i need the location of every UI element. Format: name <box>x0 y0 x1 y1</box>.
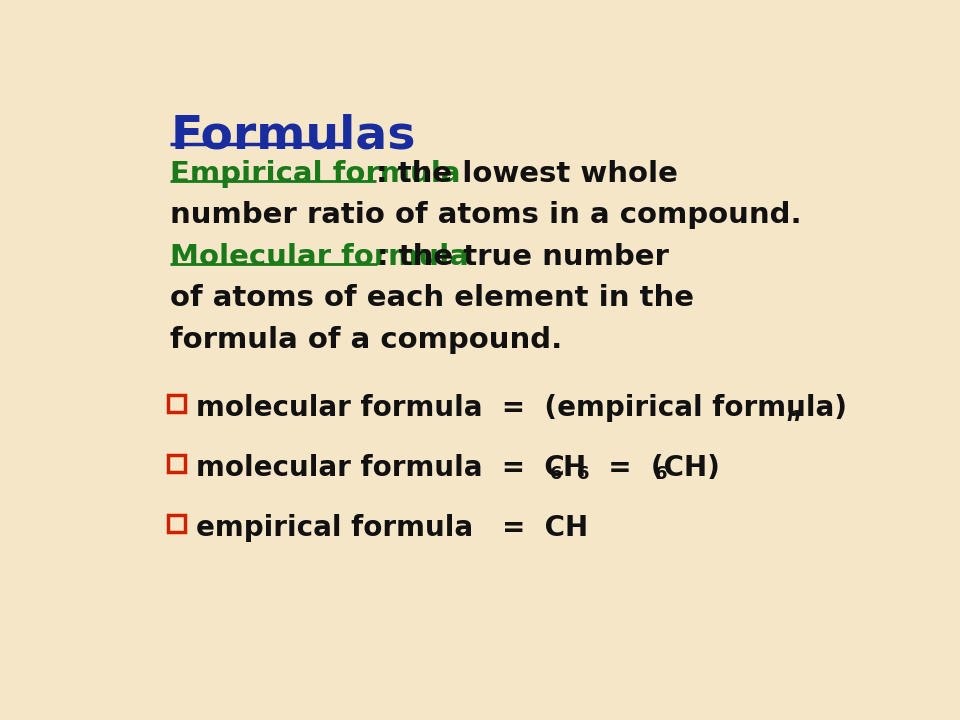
Text: 6: 6 <box>655 465 667 483</box>
Text: Empirical formula: Empirical formula <box>170 160 461 187</box>
Text: empirical formula   =  CH: empirical formula = CH <box>196 514 588 541</box>
Text: =  (CH): = (CH) <box>588 454 720 482</box>
Text: : the lowest whole: : the lowest whole <box>375 160 678 187</box>
Text: : the true number: : the true number <box>377 243 669 271</box>
Text: Formulas: Formulas <box>170 113 416 158</box>
Text: number ratio of atoms in a compound.: number ratio of atoms in a compound. <box>170 201 802 229</box>
Text: Molecular formula: Molecular formula <box>170 243 469 271</box>
Text: molecular formula  =  (empirical formula): molecular formula = (empirical formula) <box>196 394 847 422</box>
Text: molecular formula  =  C: molecular formula = C <box>196 454 564 482</box>
Text: 6: 6 <box>550 465 563 483</box>
Text: 6: 6 <box>576 465 589 483</box>
Text: formula of a compound.: formula of a compound. <box>170 326 563 354</box>
Text: n: n <box>786 406 801 425</box>
Text: H: H <box>563 454 586 482</box>
Text: of atoms of each element in the: of atoms of each element in the <box>170 284 694 312</box>
